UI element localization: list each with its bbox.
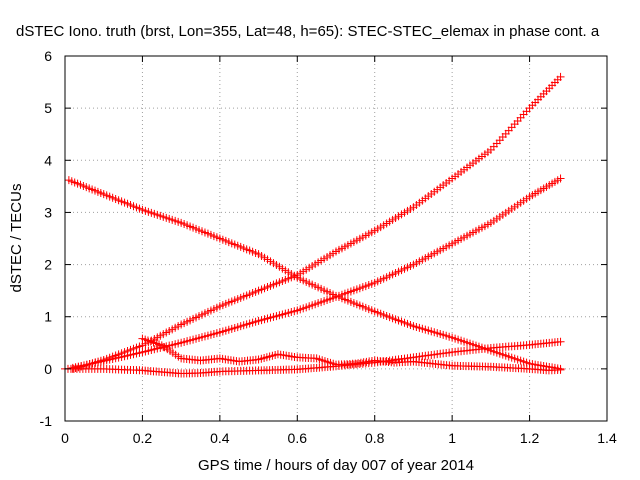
data-series bbox=[138, 334, 565, 375]
data-point bbox=[556, 337, 565, 346]
x-tick-label: 0.8 bbox=[365, 430, 385, 446]
data-point bbox=[556, 174, 565, 183]
data-point bbox=[556, 365, 565, 374]
data-point bbox=[556, 72, 565, 81]
chart-title: dSTEC Iono. truth (brst, Lon=355, Lat=48… bbox=[16, 23, 600, 40]
y-tick-label: 4 bbox=[44, 152, 52, 168]
plot-frame bbox=[64, 55, 608, 422]
y-tick-label: 2 bbox=[44, 257, 52, 273]
y-tick-label: 3 bbox=[44, 204, 52, 220]
y-tick-label: 1 bbox=[44, 309, 52, 325]
x-tick-label: 1.4 bbox=[597, 430, 617, 446]
x-tick-label: 0.6 bbox=[288, 430, 308, 446]
y-tick-label: 0 bbox=[44, 361, 52, 377]
axis-ticks: 0 0.2 0.4 0.6 0.8 1 1.2 1.4 -1 0 1 2 3 4 5 6 bbox=[40, 48, 617, 446]
y-tick-label: -1 bbox=[40, 413, 53, 429]
y-tick-label: 6 bbox=[44, 48, 52, 64]
x-tick-label: 1.2 bbox=[520, 430, 540, 446]
x-tick-label: 1 bbox=[448, 430, 456, 446]
x-tick-label: 0 bbox=[61, 430, 69, 446]
y-axis-label: dSTEC / TECUs bbox=[8, 184, 25, 293]
x-tick-label: 0.2 bbox=[133, 430, 153, 446]
series-layer bbox=[61, 72, 565, 378]
x-axis-label: GPS time / hours of day 007 of year 2014 bbox=[198, 457, 474, 474]
data-series bbox=[68, 174, 565, 372]
x-tick-label: 0.4 bbox=[210, 430, 230, 446]
y-tick-label: 5 bbox=[44, 100, 52, 116]
